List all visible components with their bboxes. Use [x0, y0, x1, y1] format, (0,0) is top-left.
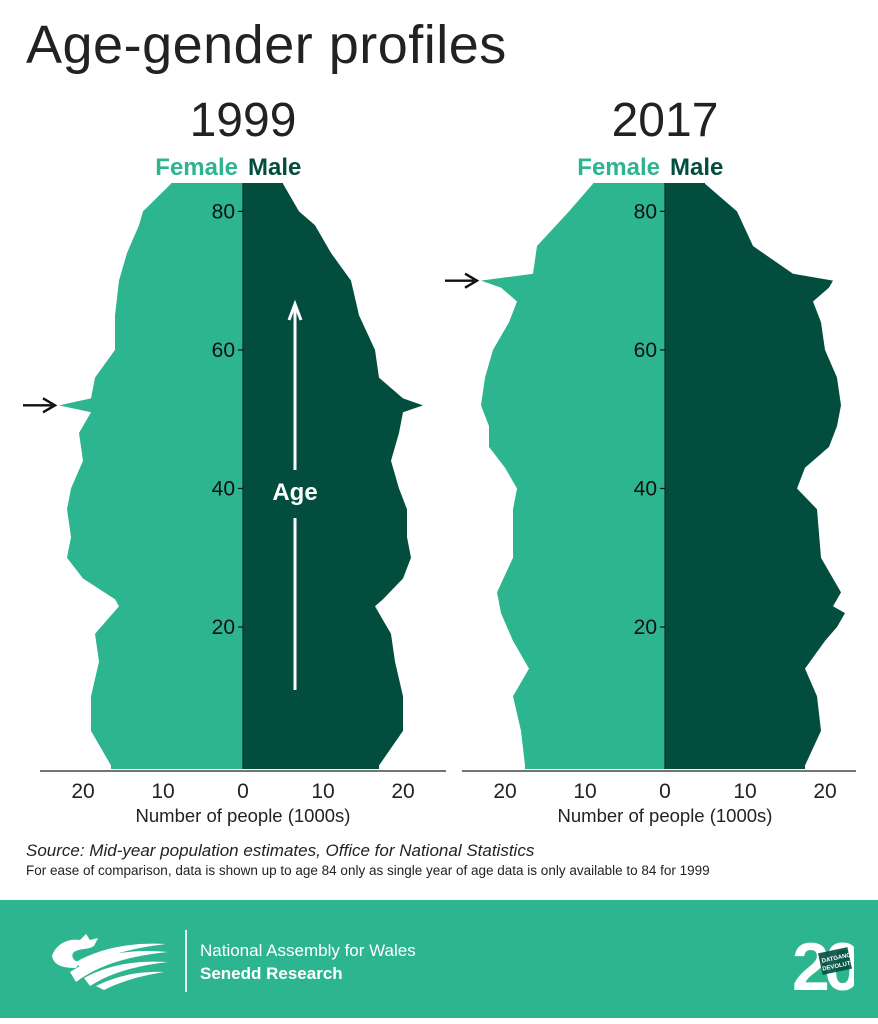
- x-tick-label: 20: [71, 780, 94, 803]
- y-tick-label: 20: [212, 616, 235, 639]
- pyramid-2017: 20 10 0 10 20 Number of people (1000s) 20 40 60 8…: [445, 94, 856, 826]
- footer-divider: [185, 930, 187, 992]
- page-title: Age-gender profiles: [26, 15, 507, 75]
- x-tick-label: 0: [237, 780, 249, 803]
- x-tick-label: 20: [813, 780, 836, 803]
- x-tick-label: 10: [733, 780, 756, 803]
- x-axis-label: Number of people (1000s): [558, 805, 773, 826]
- source-note: Source: Mid-year population estimates, O…: [26, 841, 535, 860]
- marker-arrowhead: [464, 272, 480, 289]
- pyramid-1999: 20 10 0 10 20 Number of people (1000s) 20 40 60 8…: [23, 94, 446, 826]
- y-tick-label: 60: [212, 339, 235, 362]
- legend-female: Female: [577, 154, 660, 181]
- devolution-20-badge: 20 DATGANOLI DEVOLUTION: [792, 926, 866, 1005]
- legend-female: Female: [155, 154, 238, 181]
- x-tick-label: 10: [573, 780, 596, 803]
- footer-strip: [0, 1018, 878, 1024]
- panel-title: 2017: [612, 94, 719, 147]
- x-axis-label: Number of people (1000s): [136, 805, 351, 826]
- dragon-logo-icon: [40, 926, 172, 995]
- marker-arrowhead: [42, 397, 58, 414]
- x-tick-label: 10: [311, 780, 334, 803]
- footer-background: [0, 900, 878, 1018]
- org-department: Senedd Research: [200, 964, 343, 983]
- age-annotation: Age: [272, 479, 317, 506]
- age-arrowhead: [287, 299, 303, 321]
- legend-male: Male: [248, 154, 301, 181]
- y-tick-label: 40: [212, 477, 235, 500]
- y-tick-label: 80: [634, 200, 657, 223]
- panel-title: 1999: [190, 94, 297, 147]
- x-tick-label: 10: [151, 780, 174, 803]
- org-name: National Assembly for Wales: [200, 941, 416, 960]
- x-tick-label: 20: [493, 780, 516, 803]
- x-tick-label: 20: [391, 780, 414, 803]
- y-tick-label: 60: [634, 339, 657, 362]
- population-pyramids: 20 10 0 10 20 Number of people (1000s) 20 40 60 8…: [23, 94, 856, 826]
- comparison-note: For ease of comparison, data is shown up…: [26, 863, 710, 878]
- female-area: [59, 183, 243, 769]
- y-tick-label: 20: [634, 616, 657, 639]
- y-tick-label: 80: [212, 200, 235, 223]
- y-tick-label: 40: [634, 477, 657, 500]
- footer: National Assembly for Wales Senedd Resea…: [0, 900, 878, 1024]
- female-area: [481, 183, 665, 769]
- x-tick-label: 0: [659, 780, 671, 803]
- male-area: [665, 183, 845, 769]
- male-area: [243, 183, 423, 769]
- legend-male: Male: [670, 154, 723, 181]
